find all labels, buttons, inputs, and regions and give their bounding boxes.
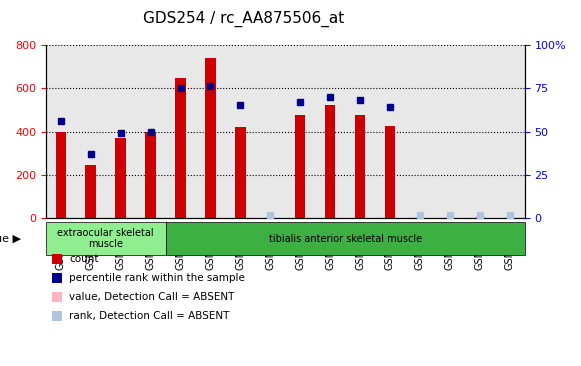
Bar [85, 165, 96, 219]
Bar [385, 126, 395, 219]
Text: tissue ▶: tissue ▶ [0, 234, 21, 244]
Bar [504, 217, 515, 219]
Text: tibialis anterior skeletal muscle: tibialis anterior skeletal muscle [268, 234, 422, 244]
Bar [415, 217, 425, 219]
Bar [325, 105, 335, 219]
Bar [265, 217, 275, 219]
Text: GDS254 / rc_AA875506_at: GDS254 / rc_AA875506_at [144, 11, 345, 27]
Bar [235, 127, 246, 219]
Bar [475, 216, 485, 219]
Text: rank, Detection Call = ABSENT: rank, Detection Call = ABSENT [69, 311, 229, 321]
Bar [205, 58, 216, 219]
Bar [444, 217, 455, 219]
Bar [145, 131, 156, 219]
Text: value, Detection Call = ABSENT: value, Detection Call = ABSENT [69, 292, 235, 302]
Bar [175, 78, 186, 219]
Bar [355, 115, 365, 219]
Text: percentile rank within the sample: percentile rank within the sample [69, 273, 245, 283]
Bar [56, 131, 66, 219]
Bar [295, 115, 306, 219]
Bar [116, 138, 126, 219]
Text: extraocular skeletal
muscle: extraocular skeletal muscle [58, 228, 154, 249]
Text: count: count [69, 254, 99, 264]
